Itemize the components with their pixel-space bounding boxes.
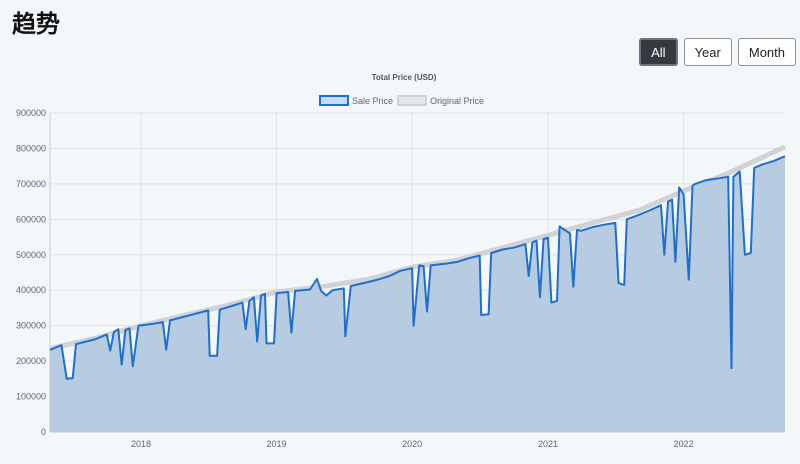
legend-swatch xyxy=(319,95,349,106)
x-tick-label: 2020 xyxy=(402,439,422,449)
range-all-button[interactable]: All xyxy=(639,38,678,66)
x-tick-label: 2018 xyxy=(131,439,151,449)
legend-swatch xyxy=(397,95,427,106)
y-tick-label: 300000 xyxy=(16,321,46,331)
legend-label: Original Price xyxy=(430,96,484,106)
y-tick-label: 100000 xyxy=(16,392,46,402)
x-tick-label: 2019 xyxy=(267,439,287,449)
page-title: 趋势 xyxy=(12,10,60,38)
range-month-button[interactable]: Month xyxy=(737,38,796,66)
y-tick-label: 500000 xyxy=(16,250,46,260)
y-tick-label: 0 xyxy=(41,427,46,437)
range-year-button[interactable]: Year xyxy=(683,38,732,66)
y-tick-label: 400000 xyxy=(16,285,46,295)
y-tick-label: 700000 xyxy=(16,179,46,189)
y-tick-label: 600000 xyxy=(16,214,46,224)
chart-title: Total Price (USD) xyxy=(372,73,437,82)
range-selector: All Year Month xyxy=(639,38,796,66)
y-tick-label: 900000 xyxy=(16,108,46,118)
legend-label: Sale Price xyxy=(352,96,393,106)
series-line-sale-price xyxy=(49,155,786,380)
x-tick-label: 2021 xyxy=(538,439,558,449)
y-tick-label: 200000 xyxy=(16,356,46,366)
y-tick-label: 800000 xyxy=(16,143,46,153)
series-line-original-price xyxy=(49,144,787,352)
x-tick-label: 2022 xyxy=(674,439,694,449)
